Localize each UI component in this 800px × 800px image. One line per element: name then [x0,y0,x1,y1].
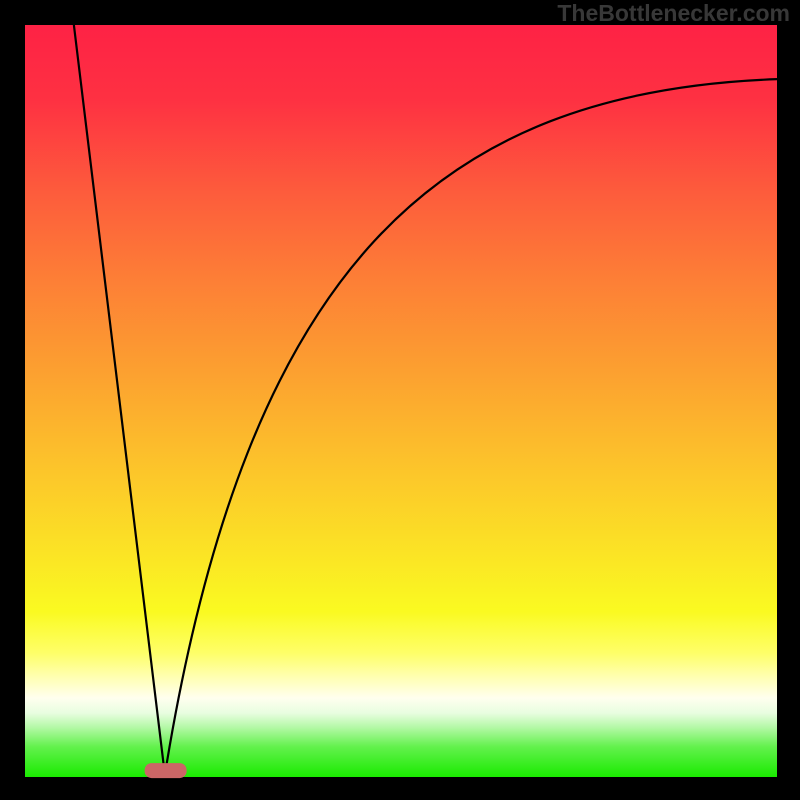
bottleneck-chart: TheBottlenecker.com [0,0,800,800]
optimal-marker [145,763,187,778]
watermark-text: TheBottlenecker.com [557,0,790,26]
chart-container: TheBottlenecker.com [0,0,800,800]
plot-background [25,25,777,777]
